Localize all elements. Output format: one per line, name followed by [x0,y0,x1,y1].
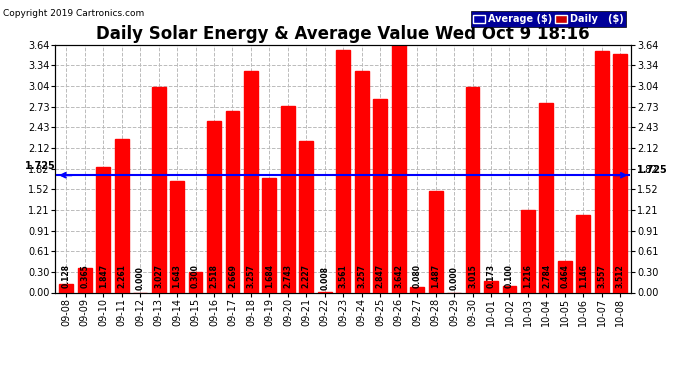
Bar [411,287,424,292]
Text: 2.227: 2.227 [302,264,310,288]
Bar [281,106,295,292]
Text: 0.128: 0.128 [62,264,71,288]
Bar [244,71,258,292]
Bar [595,51,609,292]
Text: 1.216: 1.216 [524,264,533,288]
Legend: Average ($), Daily   ($): Average ($), Daily ($) [471,12,627,27]
Bar [262,178,276,292]
Bar [392,45,406,292]
Bar [466,87,480,292]
Text: 0.365: 0.365 [80,264,89,288]
Bar [59,284,73,292]
Text: 3.257: 3.257 [357,264,366,288]
Bar [170,181,184,292]
Bar [78,268,92,292]
Bar [558,261,572,292]
Text: 3.561: 3.561 [339,264,348,288]
Bar [115,139,128,292]
Bar [299,141,313,292]
Bar [152,87,166,292]
Text: 0.000: 0.000 [450,266,459,290]
Text: 1.643: 1.643 [172,264,181,288]
Text: 2.518: 2.518 [210,264,219,288]
Bar [226,111,239,292]
Text: 0.464: 0.464 [560,264,569,288]
Text: 1.725: 1.725 [637,165,668,175]
Title: Daily Solar Energy & Average Value Wed Oct 9 18:16: Daily Solar Energy & Average Value Wed O… [97,26,590,44]
Text: 3.257: 3.257 [246,264,255,288]
Text: 0.000: 0.000 [136,266,145,290]
Text: 2.743: 2.743 [284,264,293,288]
Text: 2.669: 2.669 [228,264,237,288]
Bar [207,121,221,292]
Bar [373,99,387,292]
Bar [188,272,202,292]
Text: 1.487: 1.487 [431,263,440,288]
Text: 3.642: 3.642 [394,264,403,288]
Text: 1.684: 1.684 [265,264,274,288]
Text: Copyright 2019 Cartronics.com: Copyright 2019 Cartronics.com [3,9,145,18]
Bar [355,71,368,292]
Text: 3.557: 3.557 [598,264,607,288]
Bar [521,210,535,292]
Text: 0.008: 0.008 [320,266,329,290]
Bar [428,191,442,292]
Text: 3.027: 3.027 [154,264,163,288]
Text: 1.146: 1.146 [579,264,588,288]
Text: 2.261: 2.261 [117,264,126,288]
Bar [613,54,627,292]
Bar [502,286,516,292]
Text: 1.847: 1.847 [99,263,108,288]
Text: 0.100: 0.100 [505,264,514,288]
Bar [97,167,110,292]
Text: 1.725: 1.725 [24,161,55,171]
Text: 3.512: 3.512 [615,264,624,288]
Text: 0.173: 0.173 [486,264,495,288]
Text: 2.847: 2.847 [376,263,385,288]
Text: 0.300: 0.300 [191,264,200,288]
Bar [336,50,351,292]
Text: 0.080: 0.080 [413,264,422,288]
Text: 2.784: 2.784 [542,263,551,288]
Bar [540,103,553,292]
Bar [576,214,590,292]
Text: 3.015: 3.015 [468,264,477,288]
Bar [484,281,498,292]
